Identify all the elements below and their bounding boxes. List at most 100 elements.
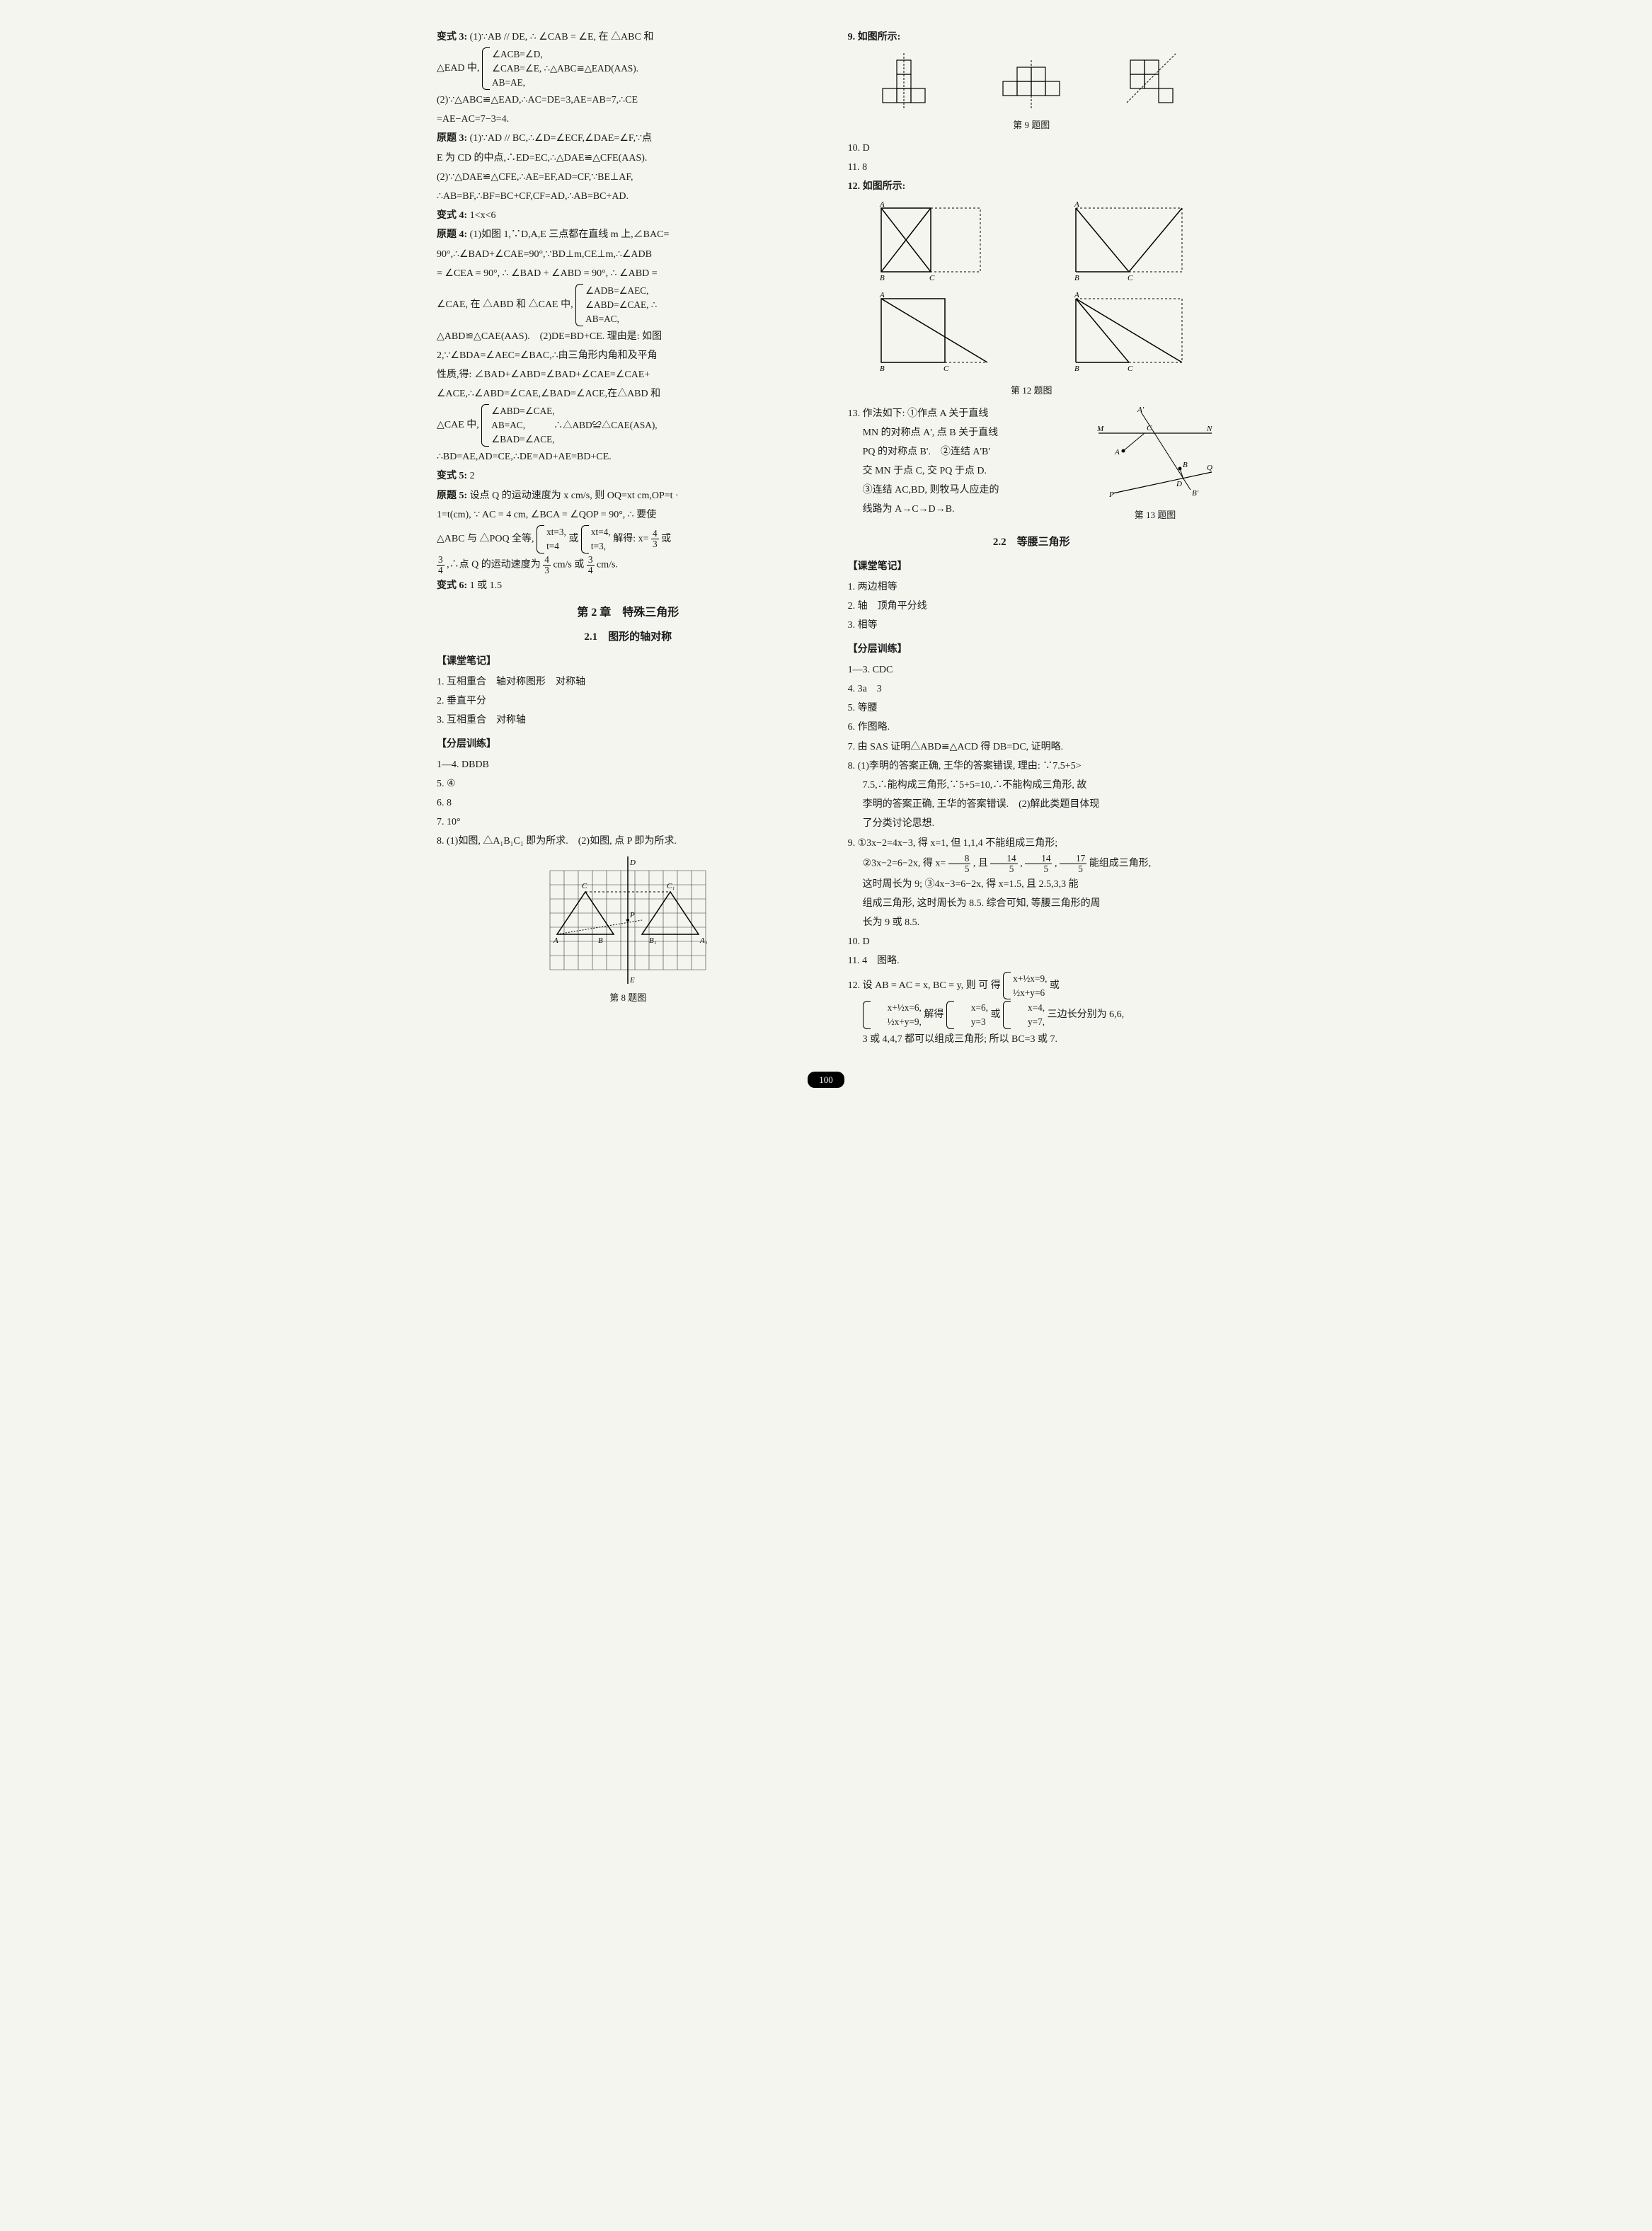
yt4-text9: △CAE 中, [437, 420, 479, 431]
fc2-4: 4. 3a 3 [848, 680, 1215, 698]
yt4-line8: ∠ACE,∴∠ABD=∠CAE,∠BAD=∠ACE,在△ABD 和 [437, 385, 820, 403]
svg-text:A: A [879, 292, 885, 299]
right-column: 9. 如图所示: [848, 28, 1215, 1050]
fc2-12-2: x+½x=6, ½x+y=9, 解得 x=6, y=3 或 x=4, y=7, … [848, 1001, 1215, 1029]
bs6-line: 变式 6: 1 或 1.5 [437, 577, 820, 595]
bs3-b1l1: ∠ACB=∠D, [492, 47, 638, 62]
yt4-text1: (1)如图 1,∵D,A,E 三点都在直线 m 上,∠BAC= [470, 229, 670, 240]
yt5-b1l2: t=4 [546, 539, 566, 554]
bs3-b1l3: AB=AE, [492, 76, 638, 90]
svg-text:C: C [943, 365, 949, 373]
bs3-line2: △EAD 中, ∠ACB=∠D, ∠CAB=∠E, ∴△ABC≌△EAD(AAS… [437, 47, 820, 90]
yt5-text3c: 或 [661, 534, 671, 544]
page-container: 变式 3: (1)∵AB // DE, ∴ ∠CAB = ∠E, 在 △ABC … [437, 28, 1215, 1050]
yt4-brace1: ∠ADB=∠AEC, ∠ABD=∠CAE, ∴ AB=AC, [575, 284, 657, 326]
svg-text:B: B [1183, 461, 1188, 469]
svg-text:D: D [1176, 480, 1182, 488]
yt5-text4c: cm/s. [597, 560, 618, 570]
yt4-b2l1: ∠ABD=∠CAE, [491, 404, 657, 418]
yt4-line5: △ABD≌△CAE(AAS). (2)DE=BD+CE. 理由是: 如图 [437, 328, 820, 345]
bs3-line1: 变式 3: (1)∵AB // DE, ∴ ∠CAB = ∠E, 在 △ABC … [437, 28, 820, 46]
yt4-line3: = ∠CEA = 90°, ∴ ∠BAD + ∠ABD = 90°, ∴ ∠AB… [437, 265, 820, 282]
yt4-line9: △CAE 中, ∠ABD=∠CAE, AB=AC, ∴△ABD≌△CAE(ASA… [437, 404, 820, 447]
section22-title: 2.2 等腰三角形 [848, 533, 1215, 552]
section21-title: 2.1 图形的轴对称 [437, 628, 820, 647]
fc2-12-brace3: x=6, y=3 [946, 1001, 988, 1029]
fc2-12-brace4: x=4, y=7, [1003, 1001, 1045, 1029]
yt4-line4: ∠CAE, 在 △ABD 和 △CAE 中, ∠ADB=∠AEC, ∠ABD=∠… [437, 284, 820, 326]
svg-text:C: C [1128, 365, 1133, 373]
yt5-frac4: 34 [587, 555, 595, 575]
yt4-label: 原题 4: [437, 229, 467, 240]
yt4-line2: 90°,∴∠BAD+∠CAE=90°,∵BD⊥m,CE⊥m,∴∠ADB [437, 246, 820, 263]
fig8-caption: 第 8 题图 [437, 990, 820, 1006]
svg-text:A: A [1114, 448, 1120, 457]
fc2-6: 6. 作图略. [848, 718, 1215, 736]
yt5-text4b: cm/s 或 [553, 560, 584, 570]
page-number-wrapper: 100 [42, 1072, 1610, 1089]
fc2-9-f3: 145 [1025, 854, 1052, 874]
q13-l4: 交 MN 于点 C, 交 PQ 于点 D. [848, 462, 1088, 480]
fig8-D: D [629, 859, 636, 867]
svg-text:Q: Q [1207, 464, 1212, 472]
svg-text:A: A [879, 201, 885, 209]
fc1: 1—4. DBDB [437, 756, 820, 774]
chapter2-title: 第 2 章 特殊三角形 [437, 603, 820, 624]
ktbj-heading: 【课堂笔记】 [437, 653, 820, 670]
yt5-text1: 设点 Q 的运动速度为 x cm/s, 则 OQ=xt cm,OP=t · [470, 491, 679, 501]
q9-label: 9. 如图所示: [848, 28, 1215, 46]
fig8-A1: A₁ [699, 936, 708, 945]
q13-l1: 13. 作法如下: ①作点 A 关于直线 [848, 405, 1088, 423]
fc6: 6. 8 [437, 794, 820, 812]
bs3-text1: (1)∵AB // DE, ∴ ∠CAB = ∠E, 在 △ABC 和 [470, 32, 654, 42]
q13-l6: 线路为 A→C→D→B. [848, 500, 1088, 518]
yt3-text1: (1)∵AD // BC,∴∠D=∠ECF,∠DAE=∠F,∵点 [470, 133, 652, 144]
fc2-8-2: 7.5,∴能构成三角形,∵5+5=10,∴不能构成三角形, 故 [848, 776, 1215, 794]
fig12-a: A B C [874, 201, 994, 286]
svg-text:A: A [1074, 292, 1079, 299]
fig12-row1: A B C A B C [848, 201, 1215, 286]
fig8-E: E [629, 976, 635, 984]
fig9-row [848, 53, 1215, 110]
fig12-c: A B C [874, 292, 994, 377]
fig13-svg: M N P Q A A' B B' C D [1095, 405, 1215, 504]
kt2-1: 1. 两边相等 [848, 578, 1215, 596]
fc2-12-brace1: x+½x=9, ½x+y=6 [1003, 972, 1047, 1000]
fc2-9-2: ②3x−2=6−2x, 得 x= 85 , 且 145 , 145 , 175 … [848, 854, 1215, 874]
yt4-text4: ∠CAE, 在 △ABD 和 △CAE 中, [437, 299, 573, 310]
yt5-line1: 原题 5: 设点 Q 的运动速度为 x cm/s, 则 OQ=xt cm,OP=… [437, 487, 820, 505]
fc2-9-4: 组成三角形, 这时周长为 8.5. 综合可知, 等腰三角形的周 [848, 895, 1215, 912]
svg-text:B: B [880, 274, 885, 282]
fig12-b: A B C [1069, 201, 1189, 286]
fc2-11: 11. 4 图略. [848, 952, 1215, 970]
yt4-b1l3: AB=AC, [585, 312, 657, 326]
fc2-9-f4: 175 [1060, 854, 1086, 874]
fig8-C1: C₁ [667, 882, 675, 890]
yt4-b2l2: AB=AC, ∴△ABD≌△CAE(ASA), [491, 418, 657, 432]
fc2-9-1: 9. ①3x−2=4x−3, 得 x=1, 但 1,1,4 不能组成三角形; [848, 835, 1215, 852]
bs5-label: 变式 5: [437, 471, 467, 481]
svg-text:B': B' [1192, 489, 1199, 498]
yt5-line3: △ABC 与 △POQ 全等, xt=3, t=4 或 xt=4, t=3, 解… [437, 525, 820, 554]
bs3-label: 变式 3: [437, 32, 467, 42]
bs6-label: 变式 6: [437, 580, 467, 591]
q13-container: 13. 作法如下: ①作点 A 关于直线 MN 的对称点 A', 点 B 关于直… [848, 405, 1215, 529]
fc2-5: 5. 等腰 [848, 699, 1215, 717]
yt5-b2l2: t=3, [591, 539, 611, 554]
yt5-brace2: xt=4, t=3, [581, 525, 611, 554]
svg-text:N: N [1206, 425, 1212, 433]
q10: 10. D [848, 139, 1215, 157]
svg-text:C: C [1147, 424, 1152, 432]
fc2-8-1: 8. (1)李明的答案正确, 王华的答案错误, 理由: ∵7.5+5> [848, 757, 1215, 775]
fcxl2-heading: 【分层训练】 [848, 641, 1215, 658]
bs3-line4: =AE−AC=7−3=4. [437, 110, 820, 128]
yt3-line1: 原题 3: (1)∵AD // BC,∴∠D=∠ECF,∠DAE=∠F,∵点 [437, 130, 820, 147]
yt4-brace2: ∠ABD=∠CAE, AB=AC, ∴△ABD≌△CAE(ASA), ∠BAD=… [481, 404, 657, 447]
yt5-line2: 1=t(cm), ∵ AC = 4 cm, ∠BCA = ∠QOP = 90°,… [437, 506, 820, 524]
yt5-b1l1: xt=3, [546, 525, 566, 539]
kt2-3: 3. 相等 [848, 616, 1215, 634]
yt5-frac1: 43 [651, 529, 659, 549]
fig13-caption: 第 13 题图 [1095, 507, 1215, 523]
bs5-text: 2 [470, 471, 475, 481]
left-column: 变式 3: (1)∵AB // DE, ∴ ∠CAB = ∠E, 在 △ABC … [437, 28, 820, 1050]
